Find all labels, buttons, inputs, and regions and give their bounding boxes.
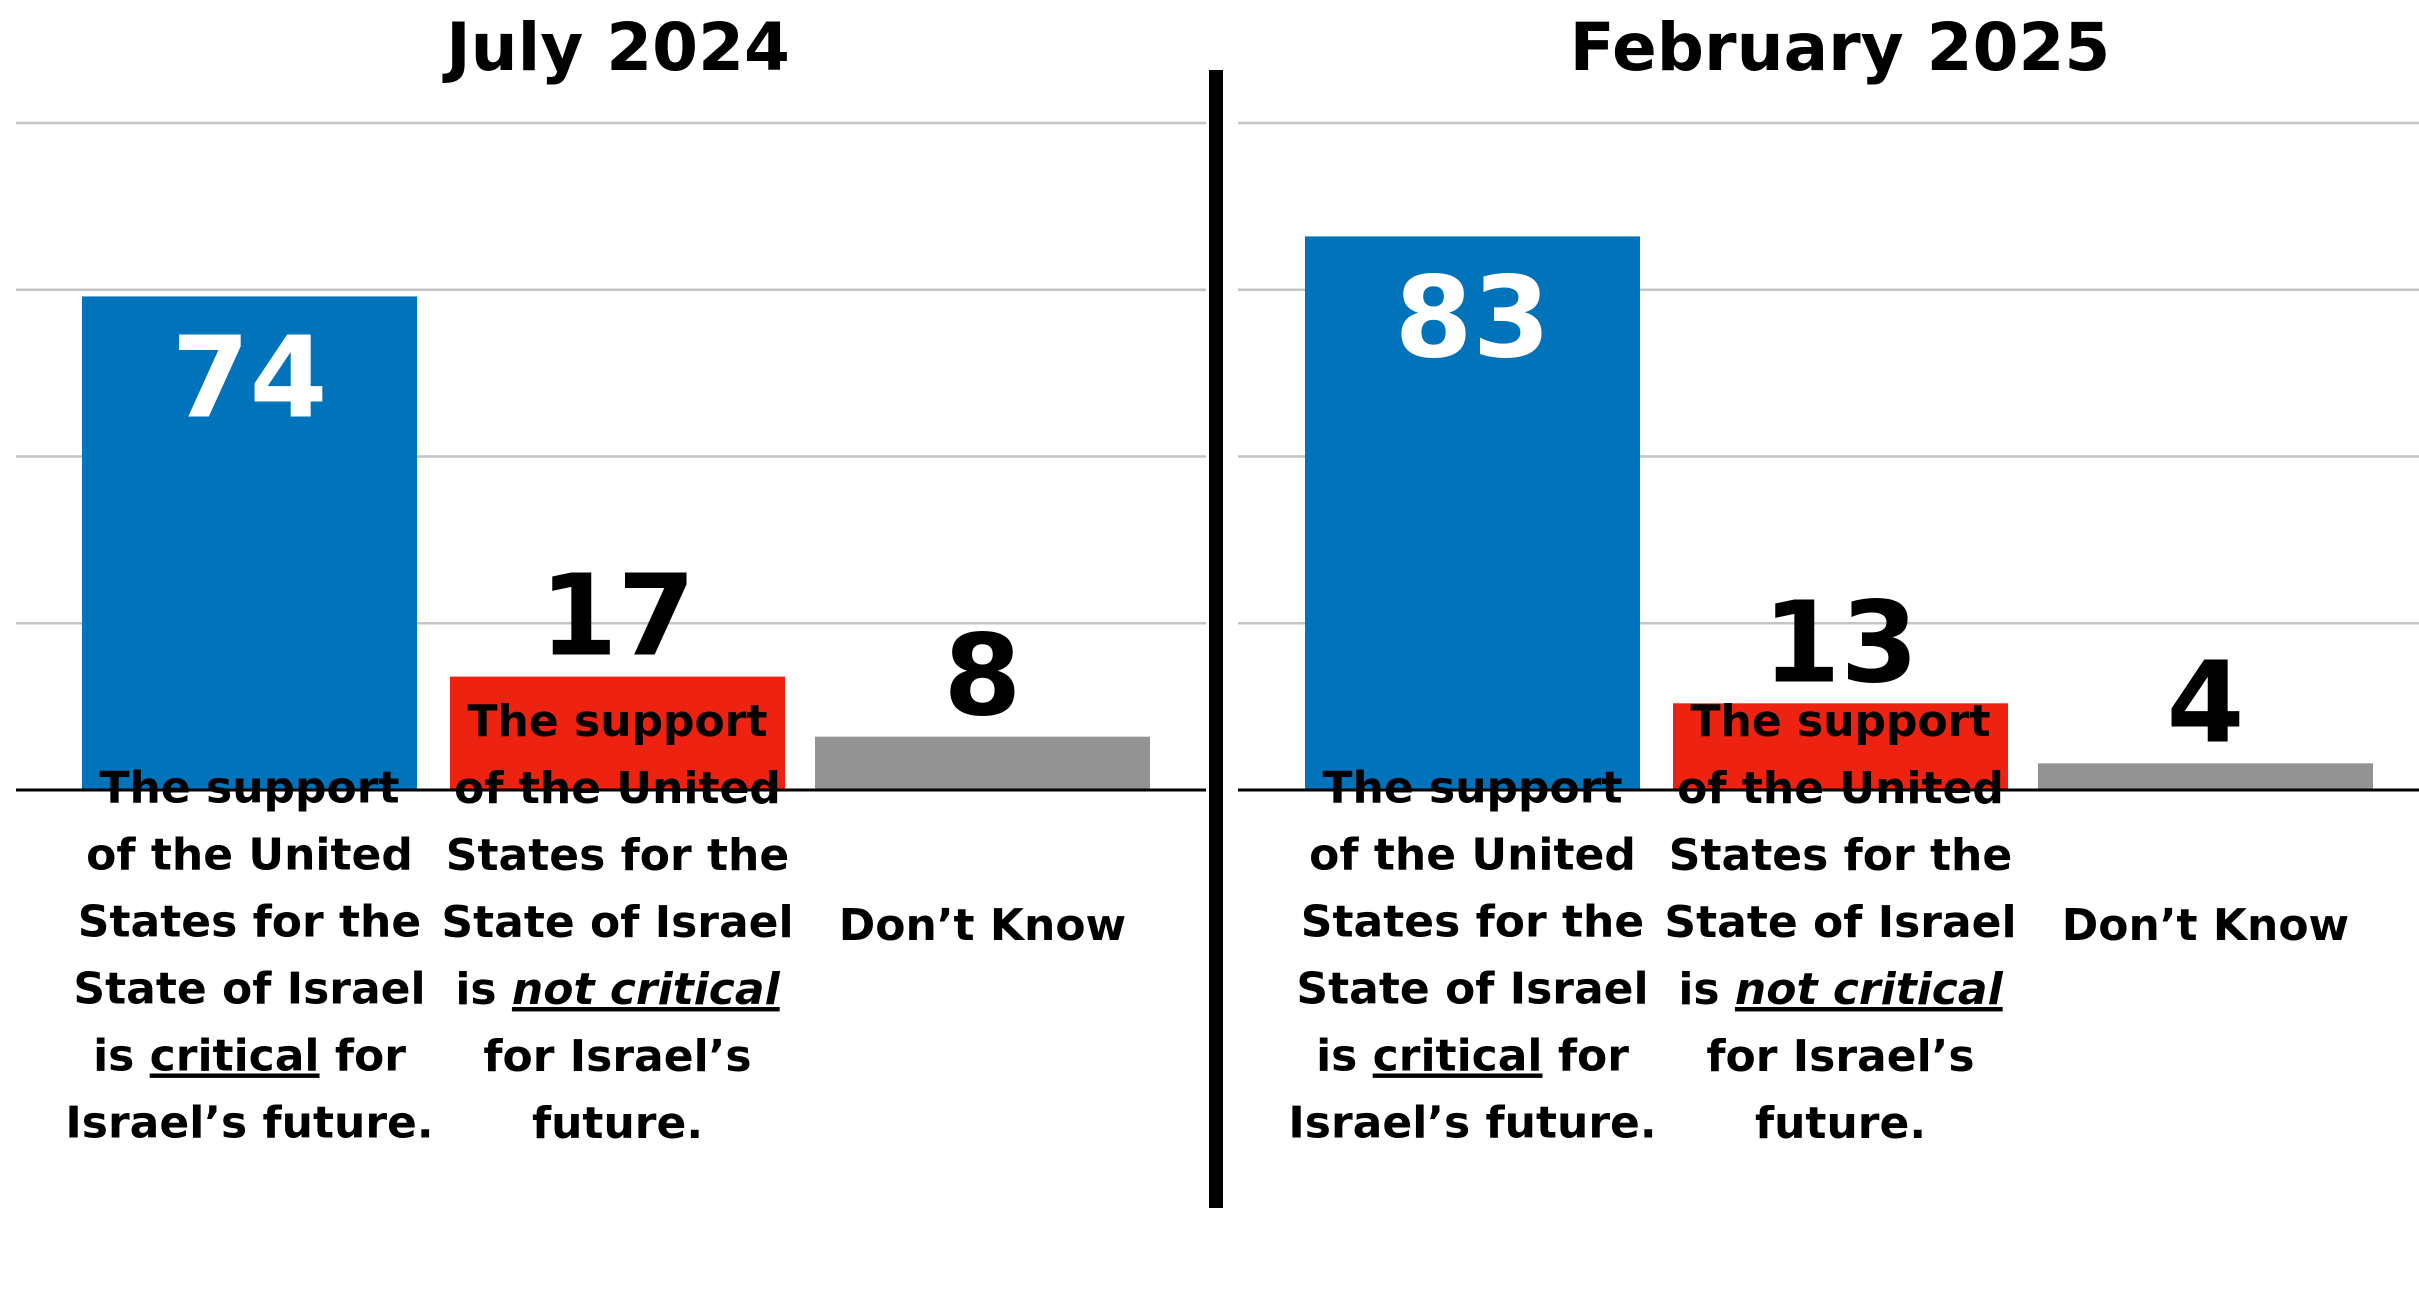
bar-3 bbox=[2038, 763, 2373, 790]
category-label: The support of the United States for the St… bbox=[441, 696, 793, 1149]
panel-title: July 2024 bbox=[442, 9, 790, 86]
data-label: 4 bbox=[2167, 638, 2245, 768]
category-label: Don’t Know bbox=[839, 900, 1126, 951]
bar-2 bbox=[1673, 703, 2008, 790]
panel-title: February 2025 bbox=[1570, 9, 2111, 86]
category-label: The support of the United States for the St… bbox=[1288, 763, 1656, 1149]
bar-1 bbox=[82, 296, 417, 790]
data-label: 13 bbox=[1763, 578, 1919, 708]
category-label: The support of the United States for the St… bbox=[1664, 696, 2016, 1149]
category-label: The support of the United States for the St… bbox=[65, 763, 433, 1149]
category-label: Don’t Know bbox=[2062, 900, 2349, 951]
bar-3 bbox=[815, 736, 1150, 790]
data-label: 74 bbox=[172, 313, 328, 443]
bar-2 bbox=[450, 676, 785, 790]
chart-panel-2: February 2025 83 13 4 The support of the Unit… bbox=[1238, 9, 2419, 1149]
bar-1 bbox=[1305, 236, 1640, 790]
data-label: 17 bbox=[540, 552, 696, 682]
data-label: 8 bbox=[944, 612, 1022, 742]
chart-panel-1: July 2024 74 17 8 The support of the United St… bbox=[16, 9, 1206, 1149]
data-label: 83 bbox=[1395, 253, 1551, 383]
